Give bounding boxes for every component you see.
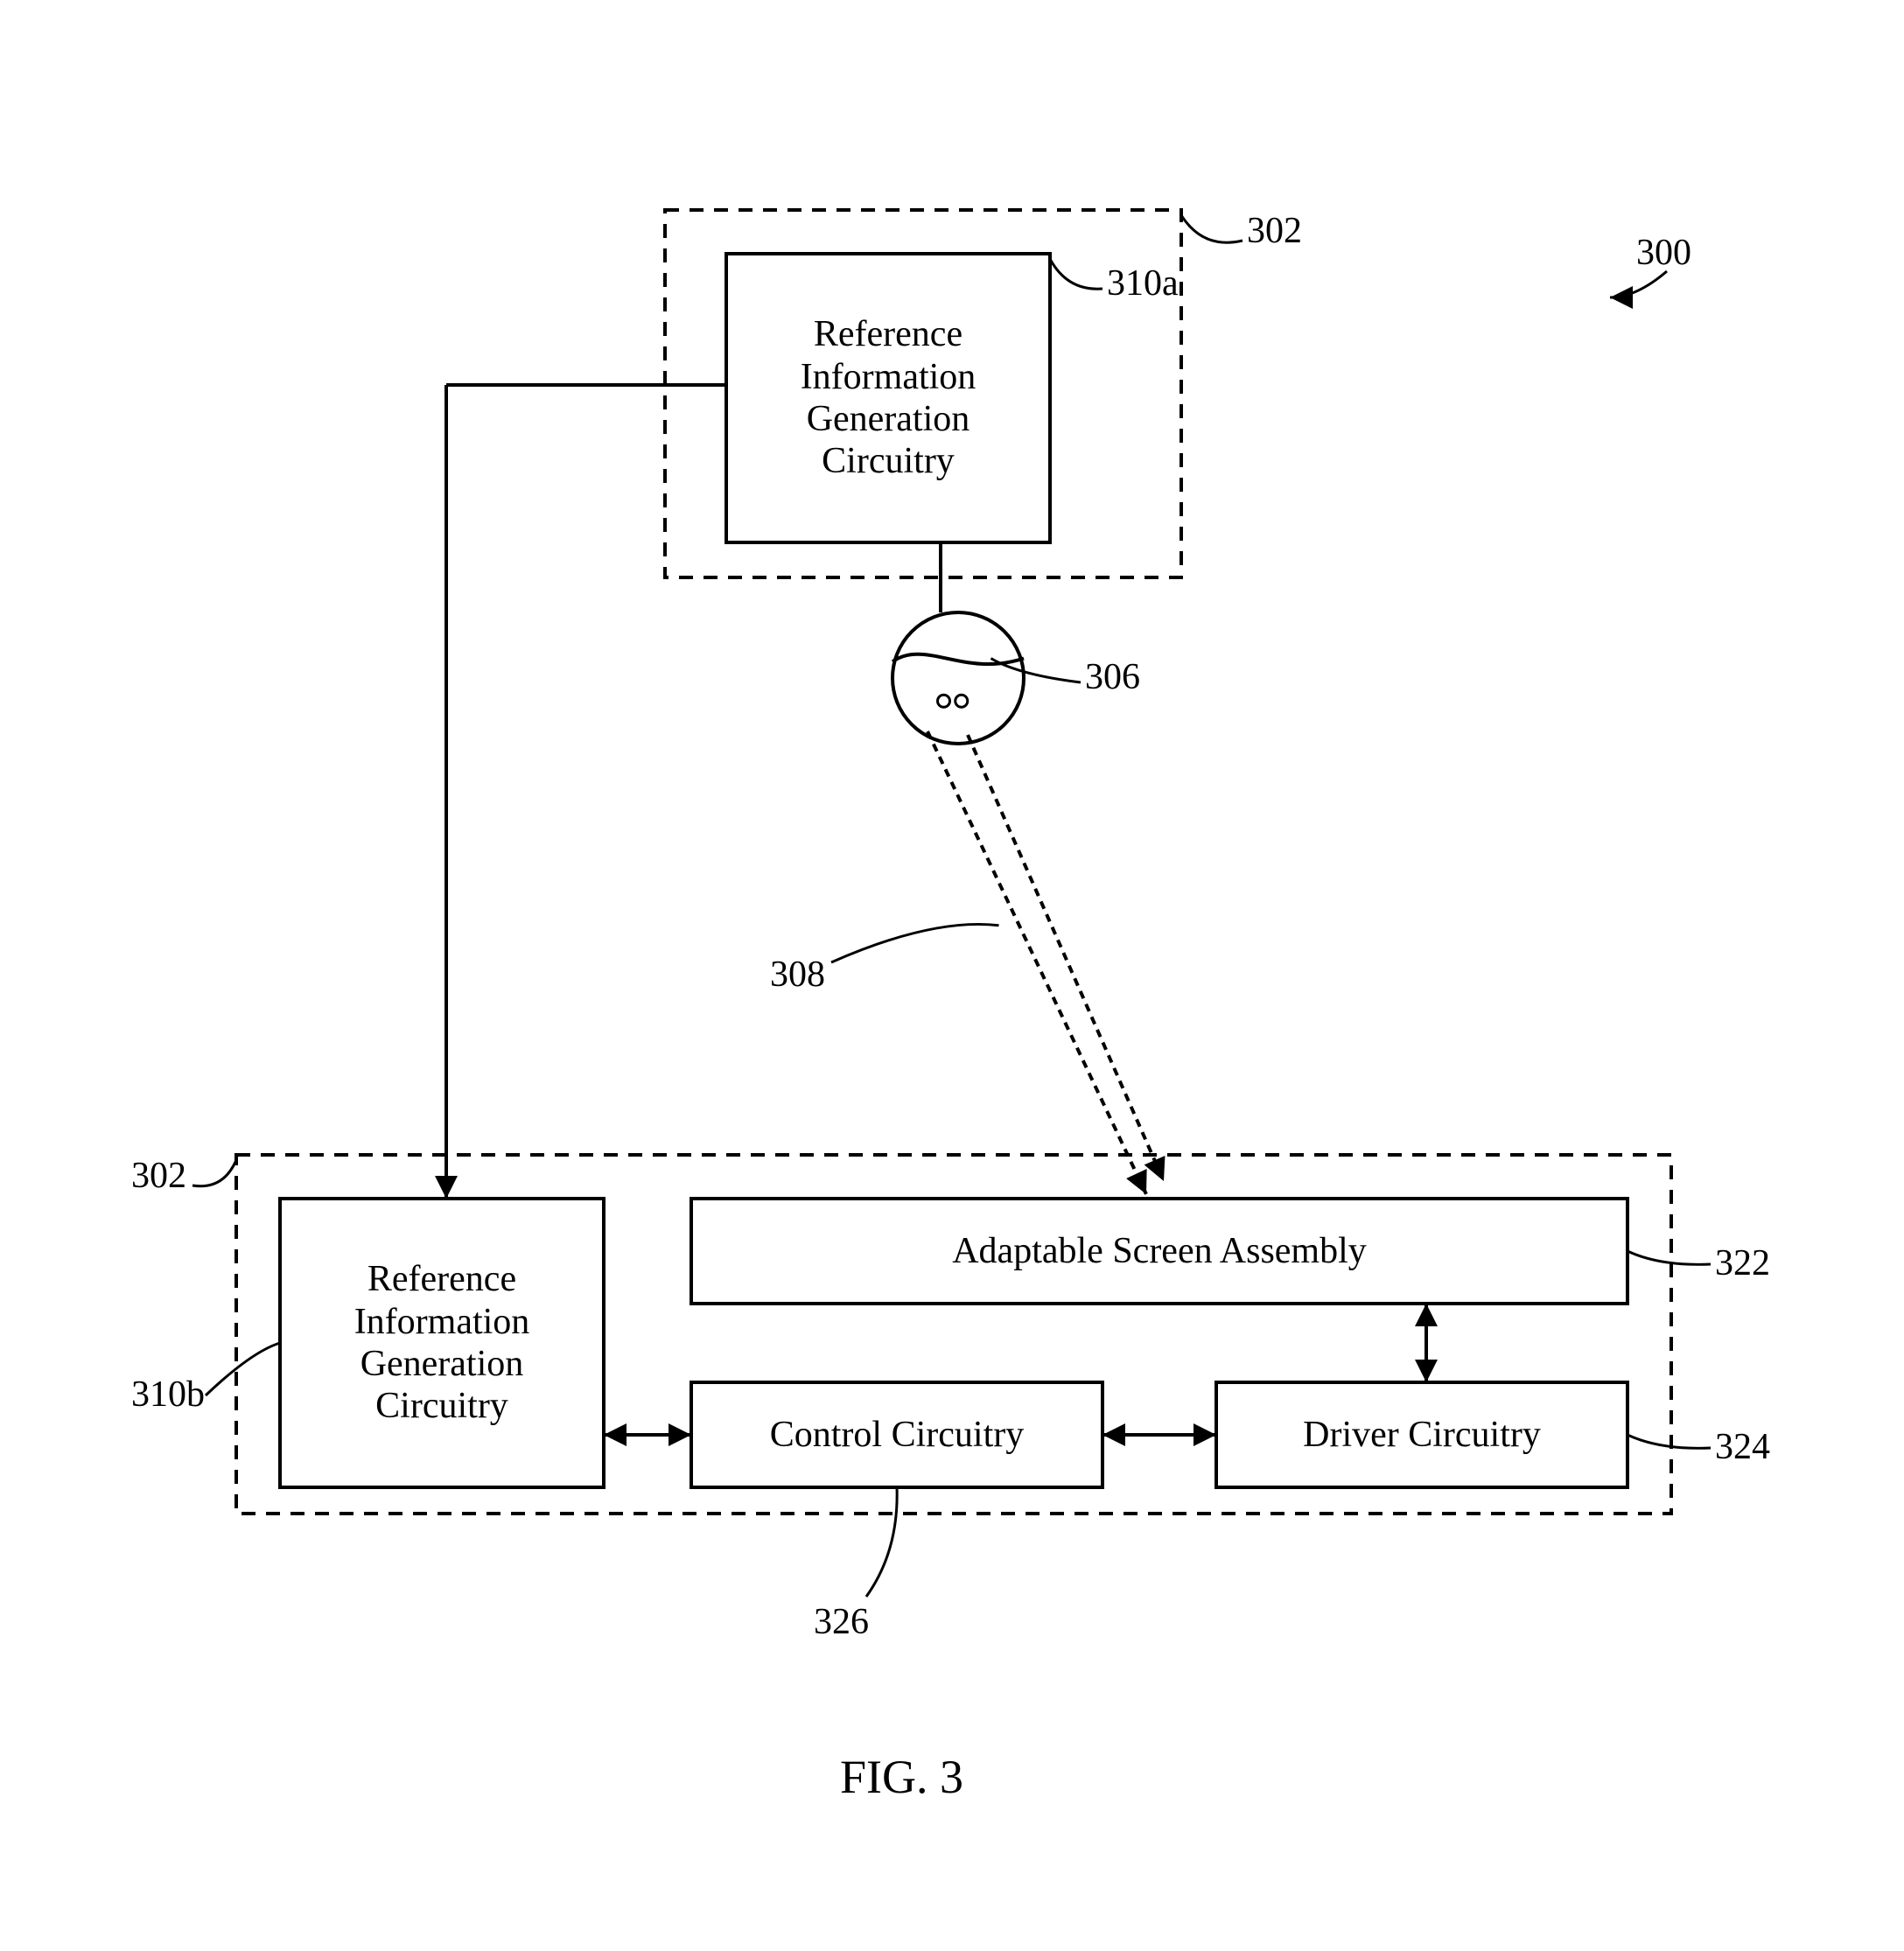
ref-label-326: 326: [814, 1601, 869, 1643]
ref-label-324: 324: [1715, 1426, 1770, 1468]
ref-label-302-lower: 302: [131, 1155, 186, 1197]
box-driver-circuitry: Driver Circuitry: [1216, 1382, 1628, 1487]
ref-label-306: 306: [1085, 656, 1140, 698]
box-310a: ReferenceInformationGenerationCircuitry: [726, 254, 1050, 542]
ref-label-302-upper: 302: [1247, 210, 1302, 252]
ref-label-300: 300: [1636, 232, 1691, 274]
box-control-circuitry-label: Control Circuitry: [770, 1414, 1024, 1456]
ref-label-310b: 310b: [131, 1374, 205, 1416]
figure-title: FIG. 3: [840, 1750, 963, 1804]
box-310b: ReferenceInformationGenerationCircuitry: [280, 1199, 604, 1487]
ref-label-308: 308: [770, 954, 825, 996]
box-adaptable-screen-label: Adaptable Screen Assembly: [952, 1230, 1367, 1272]
box-310b-label: ReferenceInformationGenerationCircuitry: [354, 1258, 530, 1427]
diagram-stage: 302 ReferenceInformationGenerationCircui…: [0, 0, 1904, 1951]
box-310a-label: ReferenceInformationGenerationCircuitry: [801, 313, 976, 482]
box-adaptable-screen: Adaptable Screen Assembly: [691, 1199, 1628, 1304]
ref-label-310a: 310a: [1107, 262, 1179, 304]
ref-label-322: 322: [1715, 1242, 1770, 1284]
box-driver-circuitry-label: Driver Circuitry: [1303, 1414, 1541, 1456]
box-control-circuitry: Control Circuitry: [691, 1382, 1102, 1487]
